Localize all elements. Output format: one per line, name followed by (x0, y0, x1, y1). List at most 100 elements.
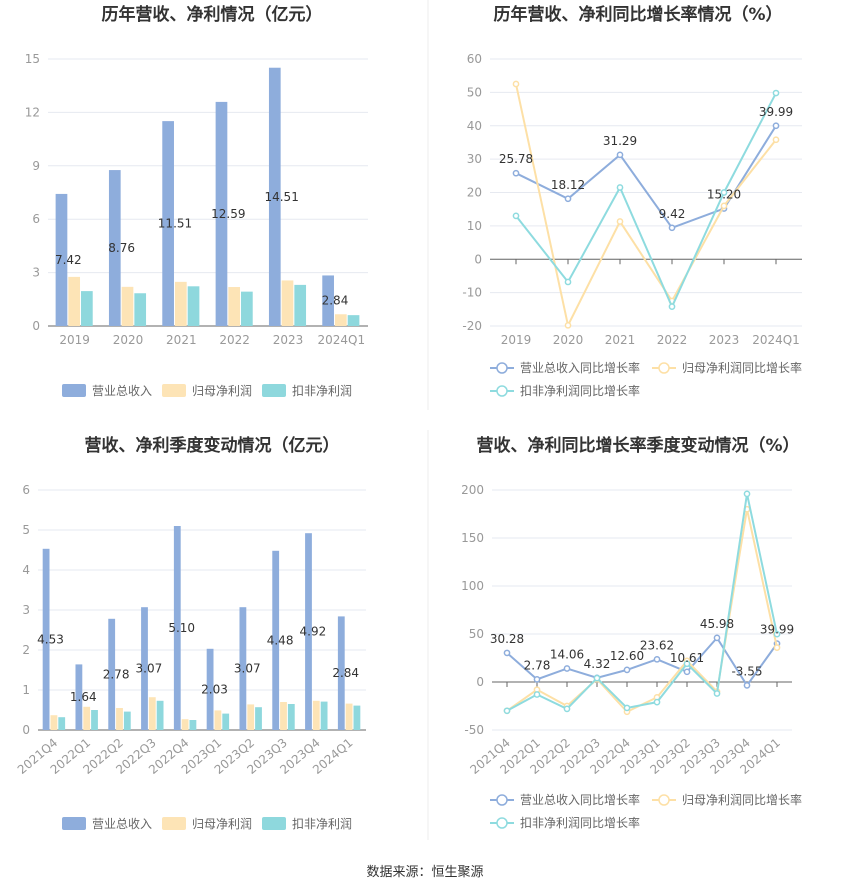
bar-1 (305, 533, 312, 730)
y-tick-label: -20 (462, 319, 482, 333)
data-label: 7.42 (55, 253, 82, 267)
x-tick-label: 2022 (657, 333, 688, 347)
bar-3 (134, 293, 147, 326)
data-label: 14.51 (264, 190, 298, 204)
data-label: 30.28 (490, 632, 524, 646)
y-tick-label: 100 (461, 579, 484, 593)
series-point-1 (653, 655, 661, 663)
chart-4: 营收、净利同比增长率季度变动情况（%）-500501001502002021Q4… (461, 435, 802, 830)
y-tick-label: 50 (469, 627, 484, 641)
chart-title: 历年营收、净利同比增长率情况（%） (493, 4, 782, 25)
legend-label: 归母净利润 (192, 817, 252, 831)
bar-2 (334, 314, 347, 326)
legend-label: 扣非净利润 (292, 384, 352, 398)
series-point-1 (564, 195, 572, 203)
legend-label: 扣非净利润 (292, 817, 352, 831)
data-label: 31.29 (603, 134, 637, 148)
bar-3 (222, 713, 230, 730)
data-label: 9.42 (659, 207, 686, 221)
data-label: 39.99 (760, 623, 794, 637)
legend-marker-1 (496, 794, 508, 806)
bar-1 (173, 526, 181, 730)
y-tick-label: 15 (25, 52, 40, 66)
data-label: 23.62 (640, 638, 674, 652)
source-note: 数据来源：恒生聚源 (366, 865, 483, 880)
data-label: 39.99 (759, 105, 793, 119)
series-point-1 (512, 169, 520, 177)
series-line-1 (506, 636, 778, 688)
data-label: 11.51 (158, 217, 192, 231)
data-label: 4.53 (37, 632, 64, 646)
bar-3 (241, 291, 253, 326)
y-tick-label: 20 (467, 186, 482, 200)
legend-swatch-1 (62, 817, 86, 830)
bar-1 (141, 607, 148, 730)
series-line-2 (515, 83, 777, 329)
series-point-2 (512, 80, 520, 88)
y-tick-label: -50 (464, 723, 484, 737)
data-label: 5.10 (168, 621, 195, 635)
legend-swatch-1 (62, 384, 86, 397)
x-tick-label: 2021 (166, 333, 197, 347)
series-point-1 (668, 224, 676, 232)
legend-label: 营业总收入 (92, 817, 152, 831)
series-point-2 (720, 202, 728, 210)
bar-2 (281, 280, 294, 326)
legend-marker-1 (496, 362, 508, 374)
bar-1 (162, 121, 174, 326)
series-point-1 (533, 675, 541, 683)
bar-3 (255, 707, 262, 730)
series-point-3 (720, 189, 728, 196)
bar-1 (55, 193, 68, 326)
series-point-1 (683, 668, 691, 676)
bar-3 (58, 717, 66, 730)
bar-3 (123, 711, 131, 730)
legend-label: 归母净利润 (192, 384, 252, 398)
series-point-1 (743, 682, 751, 689)
bar-3 (81, 291, 93, 326)
bar-1 (42, 548, 50, 730)
data-label: 2.84 (332, 666, 359, 680)
x-tick-label: 2020 (113, 333, 144, 347)
chart-2: 历年营收、净利同比增长率情况（%） -20 -10 0 10 20 30 40 50 60 2019… (462, 4, 802, 398)
data-label: 45.98 (700, 617, 734, 631)
y-tick-label: 10 (467, 219, 482, 233)
bar-3 (294, 284, 307, 326)
legend-label: 归母净利润同比增长率 (682, 792, 802, 807)
chart-1: 历年营收、净利情况（亿元） 0 3 6 9 12 15 2019 2020 2021 2022 202… (25, 4, 368, 398)
legend-marker-2 (658, 794, 670, 806)
legend-marker-2 (658, 362, 670, 374)
bar-1 (206, 648, 214, 730)
data-label: 2.78 (103, 667, 130, 681)
data-label: 15.20 (707, 188, 741, 202)
series-point-3 (564, 278, 572, 286)
y-tick-label: 0 (32, 319, 40, 333)
series-point-3 (772, 89, 780, 97)
chart-title: 历年营收、净利情况（亿元） (102, 4, 323, 25)
y-tick-label: 2 (22, 643, 30, 657)
x-tick-label: 2019 (501, 333, 532, 347)
y-tick-label: 5 (22, 523, 30, 537)
y-tick-label: 9 (32, 159, 40, 173)
bar-1 (108, 618, 116, 730)
bar-3 (189, 720, 197, 730)
series-line-3 (506, 493, 778, 712)
bar-1 (322, 275, 334, 326)
series-line-3 (515, 92, 777, 310)
series-point-3 (512, 212, 520, 220)
legend-label: 营业总收入同比增长率 (520, 792, 640, 807)
bar-3 (347, 315, 360, 326)
legend-swatch-3 (262, 384, 286, 397)
data-label: 14.06 (550, 648, 584, 662)
bar-2 (121, 286, 134, 326)
y-tick-label: 12 (25, 105, 40, 119)
y-tick-label: 6 (32, 212, 40, 226)
series-point-1 (503, 649, 511, 657)
bar-3 (287, 704, 295, 730)
data-label: 2.03 (201, 682, 228, 696)
legend-marker-3 (496, 385, 508, 397)
chart-title: 营收、净利季度变动情况（亿元） (85, 435, 340, 456)
series-point-3 (616, 184, 624, 191)
series-point-3 (533, 691, 541, 698)
bar-3 (353, 705, 361, 730)
